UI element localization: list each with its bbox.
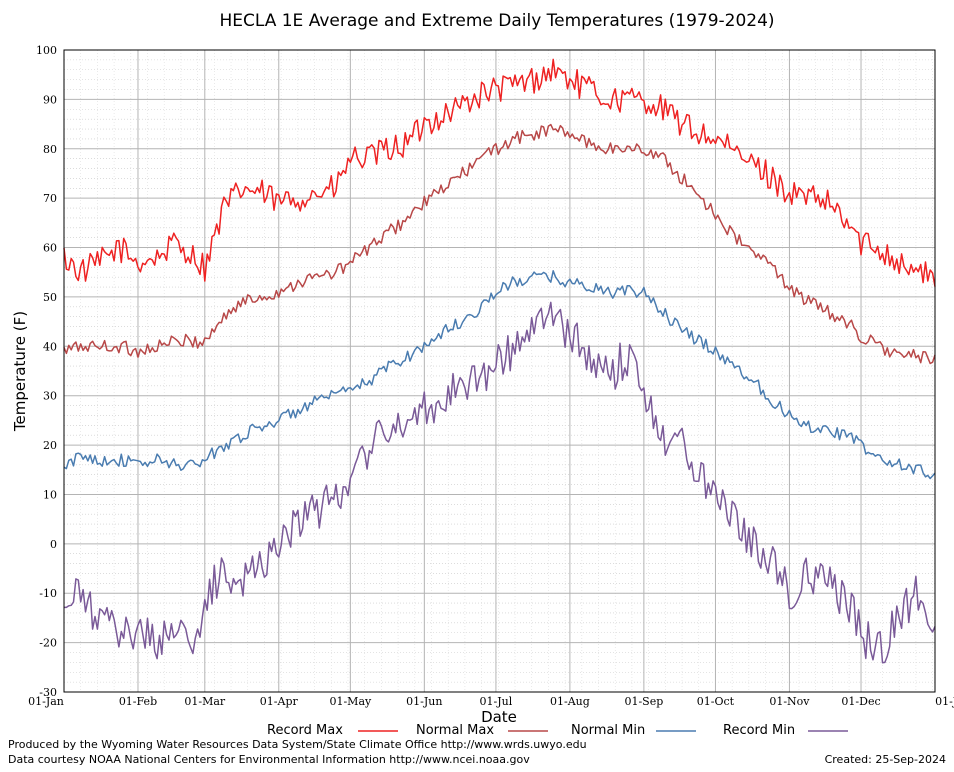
x-tick-label: 01-Aug: [550, 695, 590, 708]
y-tick-label: 20: [43, 439, 57, 452]
y-axis-label: Temperature (F): [11, 311, 29, 432]
y-tick-label: 90: [43, 93, 57, 106]
y-tick-labels: -30 -20 -10 0 10 20 30 40 50 60 70 80 90 100: [36, 44, 57, 699]
legend-label-record-max: Record Max: [267, 723, 343, 738]
footer-created-date: Created: 25-Sep-2024: [825, 753, 946, 766]
series-line-normal-max: [63, 123, 936, 365]
y-tick-label: -10: [39, 587, 57, 600]
legend-label-record-min: Record Min: [723, 723, 795, 738]
major-gridlines: [63, 49, 936, 693]
y-tick-label: 10: [43, 488, 57, 501]
x-tick-label: 01-May: [329, 695, 372, 708]
y-tick-label: 70: [43, 192, 57, 205]
series-line-normal-min: [63, 270, 936, 480]
x-tick-label: 01-Oct: [697, 695, 735, 708]
x-tick-label: 01-Nov: [769, 695, 810, 708]
x-tick-label: 01-Feb: [119, 695, 157, 708]
x-tick-label: 01-Apr: [260, 695, 299, 708]
y-tick-label: 40: [43, 340, 57, 353]
legend-label-normal-max: Normal Max: [416, 723, 494, 738]
y-tick-label: 100: [36, 44, 57, 57]
y-tick-label: 30: [43, 390, 57, 403]
footer-produced-by: Produced by the Wyoming Water Resources …: [8, 738, 587, 751]
x-tick-label: 01-Jan: [935, 695, 954, 708]
legend-label-normal-min: Normal Min: [571, 723, 645, 738]
x-tick-label: 01-Jul: [480, 695, 513, 708]
chart-title: HECLA 1E Average and Extreme Daily Tempe…: [219, 11, 774, 31]
y-tick-label: 0: [50, 538, 57, 551]
x-tick-label: 01-Dec: [841, 695, 880, 708]
x-tick-label: 01-Jun: [406, 695, 442, 708]
y-tick-label: 50: [43, 291, 57, 304]
footer-data-courtesy: Data courtesy NOAA National Centers for …: [8, 753, 530, 766]
x-tick-labels: 01-Jan 01-Feb 01-Mar 01-Apr 01-May 01-Jun 01-J…: [28, 695, 954, 708]
x-axis-label: Date: [481, 708, 517, 726]
x-tick-label: 01-Mar: [184, 695, 226, 708]
series-line-record-max: [63, 58, 936, 287]
plot-frame: [63, 49, 936, 693]
y-tick-label: -30: [39, 686, 57, 699]
y-tick-label: 60: [43, 242, 57, 255]
legend: Record Max Normal Max Normal Min Record …: [267, 723, 848, 738]
x-tick-label: 01-Sep: [624, 695, 663, 708]
series-line-record-min: [64, 301, 936, 664]
x-tick-label: 01-Jan: [28, 695, 64, 708]
y-tick-label: -20: [39, 637, 57, 650]
minor-gridlines: [64, 50, 935, 692]
series-layer: [63, 58, 936, 664]
y-tick-label: 80: [43, 143, 57, 156]
